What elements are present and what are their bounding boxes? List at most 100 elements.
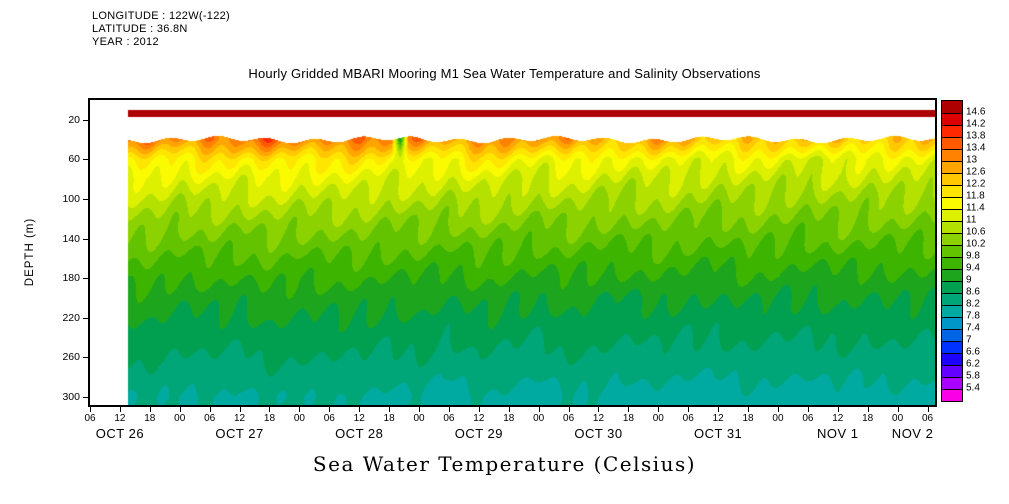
colorbar-label: 12.2 [966,178,986,190]
colorbar-label: 7 [966,334,972,346]
x-day-label: NOV 1 [817,426,859,441]
y-tick-mark [83,357,88,359]
colorbar-label: 14.6 [966,106,986,118]
x-day-label: OCT 29 [454,426,503,441]
colorbar-cell [942,233,962,245]
chart-title: Hourly Gridded MBARI Mooring M1 Sea Wate… [248,66,761,81]
y-tick-mark [83,397,88,399]
x-tick-mark [777,407,779,412]
x-tick-label: 18 [862,413,874,424]
x-tick-mark [568,407,570,412]
colorbar-label: 7.4 [966,322,980,334]
y-axis-label: DEPTH (m) [24,217,36,287]
x-tick-label: 00 [174,413,186,424]
x-tick-label: 12 [233,413,246,424]
x-tick-label: 00 [413,413,425,424]
x-tick-label: 06 [443,413,455,424]
x-tick-mark [807,407,809,412]
x-tick-mark [658,407,660,412]
x-tick-mark [149,407,151,412]
x-tick-label: 06 [204,413,216,424]
y-tick-label: 60 [68,153,80,166]
colorbar-label: 6.6 [966,346,980,358]
x-tick-mark [269,407,271,412]
x-tick-label: 00 [293,413,305,424]
x-tick-mark [867,407,869,412]
x-day-label: OCT 31 [694,426,743,441]
x-tick-mark [478,407,480,412]
x-tick-mark [628,407,630,412]
colorbar [941,100,963,402]
x-tick-mark [90,407,91,412]
y-tick-mark [83,119,88,121]
x-tick-label: 06 [84,413,96,424]
x-tick-mark [837,407,839,412]
x-tick-label: 18 [742,413,754,424]
y-tick-label: 20 [68,113,80,126]
metadata-year: YEAR : 2012 [92,36,159,48]
colorbar-label: 9 [966,274,972,286]
y-tick-mark [83,199,88,201]
x-tick-label: 18 [503,413,515,424]
y-tick-label: 300 [62,391,80,404]
x-tick-label: 18 [263,413,276,424]
colorbar-cell [942,257,962,269]
colorbar-cell [942,173,962,185]
colorbar-label: 9.8 [966,250,980,262]
x-day-label: NOV 2 [891,426,934,441]
colorbar-label: 10.6 [966,226,986,238]
colorbar-label: 12.6 [966,166,986,178]
x-tick-mark [508,407,510,412]
x-tick-mark [119,407,121,412]
y-tick-label: 140 [62,232,80,245]
y-tick-mark [83,159,88,161]
colorbar-cell [942,341,962,353]
x-tick-mark [718,407,720,412]
x-tick-label: 06 [682,413,694,424]
x-day-label: OCT 26 [95,426,145,441]
y-tick-mark [83,238,88,240]
x-tick-label: 06 [921,413,934,424]
colorbar-cell [942,305,962,317]
colorbar-label: 11.8 [966,190,985,202]
colorbar-cell [942,377,962,389]
x-day-label: OCT 28 [335,426,384,441]
colorbar-cell [942,113,962,125]
x-tick-mark [748,407,750,412]
colorbar-label: 7.8 [966,310,980,322]
y-tick-label: 100 [62,193,80,206]
x-tick-mark [359,407,361,412]
colorbar-cell [942,149,962,161]
colorbar-cell [942,101,962,113]
x-axis-caption: Sea Water Temperature (Celsius) [312,452,697,476]
colorbar-label: 11.4 [966,202,985,214]
colorbar-cell [942,161,962,173]
y-tick-label: 260 [62,351,80,364]
colorbar-cell [942,329,962,341]
colorbar-cell [942,269,962,281]
colorbar-cell [942,353,962,365]
x-tick-label: 12 [832,413,844,424]
colorbar-label: 10.2 [966,238,986,250]
colorbar-label: 8.6 [966,286,980,298]
colorbar-cell [942,317,962,329]
x-tick-mark [688,407,690,412]
colorbar-cell [942,245,962,257]
colorbar-label: 5.8 [966,370,980,382]
x-tick-mark [239,407,241,412]
x-day-label: OCT 27 [215,426,264,441]
x-tick-label: 06 [563,413,575,424]
x-tick-label: 12 [473,413,485,424]
colorbar-cell [942,221,962,233]
x-tick-label: 18 [383,413,395,424]
x-tick-mark [927,407,929,412]
x-tick-label: 06 [323,413,335,424]
colorbar-label: 13 [966,154,978,166]
colorbar-cell [942,209,962,221]
x-tick-label: 00 [772,413,784,424]
x-tick-mark [299,407,301,412]
plot-area [88,98,937,407]
colorbar-label: 6.2 [966,358,980,370]
x-tick-label: 00 [652,413,664,424]
